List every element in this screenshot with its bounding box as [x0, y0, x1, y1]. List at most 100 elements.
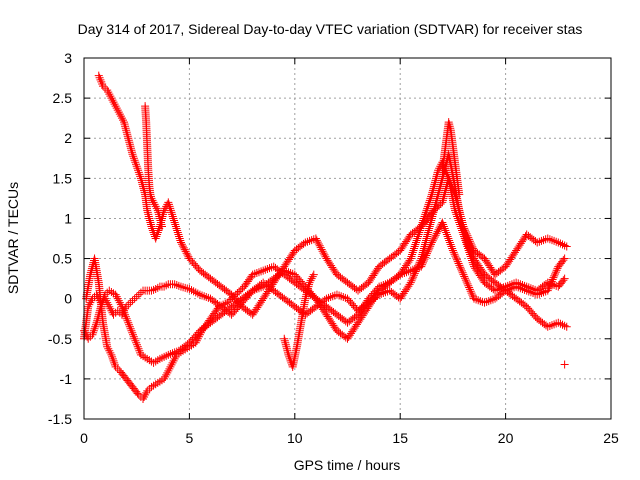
- data-point: [93, 314, 102, 323]
- data-point: [127, 148, 136, 157]
- data-point: [467, 249, 476, 258]
- data-point: [133, 164, 142, 173]
- data-point: [183, 284, 192, 293]
- data-point: [407, 276, 416, 285]
- y-tick-label: 1.5: [53, 170, 73, 186]
- data-point: [456, 263, 465, 272]
- data-point: [133, 342, 142, 351]
- data-point: [560, 254, 569, 263]
- data-point: [454, 259, 463, 268]
- data-point: [122, 126, 131, 135]
- data-point: [410, 242, 419, 251]
- data-point: [560, 360, 569, 369]
- data-point: [305, 236, 314, 245]
- data-point: [315, 241, 324, 250]
- data-point: [113, 364, 122, 373]
- data-point: [204, 293, 213, 302]
- data-point: [457, 265, 466, 274]
- data-point: [518, 285, 527, 294]
- data-point: [101, 290, 110, 299]
- data-point: [451, 206, 460, 215]
- data-point: [91, 320, 100, 329]
- data-point: [98, 298, 107, 307]
- data-point: [143, 354, 152, 363]
- data-point: [95, 73, 104, 82]
- data-point: [121, 310, 130, 319]
- data-point: [404, 267, 413, 276]
- data-point: [457, 224, 466, 233]
- data-point: [422, 234, 431, 243]
- data-point: [88, 330, 97, 339]
- data-point: [134, 344, 143, 353]
- data-point: [99, 294, 108, 303]
- data-point: [87, 296, 96, 305]
- data-point: [149, 358, 158, 367]
- data-point: [164, 198, 173, 207]
- data-point: [425, 196, 434, 205]
- data-point: [263, 264, 272, 273]
- data-point: [171, 220, 180, 229]
- data-point: [442, 168, 451, 177]
- data-point: [439, 220, 448, 229]
- x-tick-label: 10: [287, 430, 303, 446]
- data-point: [408, 248, 417, 257]
- data-point: [444, 234, 453, 243]
- data-point: [424, 200, 433, 209]
- data-point: [398, 269, 407, 278]
- data-point: [118, 304, 127, 313]
- data-point: [122, 314, 131, 323]
- data-point: [488, 295, 497, 304]
- data-point: [173, 228, 182, 237]
- data-point: [337, 292, 346, 301]
- data-point: [94, 310, 103, 319]
- data-point: [394, 271, 403, 280]
- data-point: [422, 249, 431, 258]
- data-point: [550, 271, 559, 280]
- data-point: [179, 243, 188, 252]
- data-point: [543, 322, 552, 331]
- data-point: [187, 286, 196, 295]
- data-point: [104, 88, 113, 97]
- data-point: [235, 287, 244, 296]
- data-point: [562, 322, 571, 331]
- data-point: [155, 212, 164, 221]
- data-point: [416, 224, 425, 233]
- data-point: [514, 283, 523, 292]
- data-point: [143, 208, 152, 217]
- data-point: [424, 228, 433, 237]
- data-point: [166, 350, 175, 359]
- data-point: [141, 353, 150, 362]
- data-point: [137, 178, 146, 187]
- data-point: [168, 358, 177, 367]
- data-point: [306, 276, 315, 285]
- data-point: [420, 255, 429, 264]
- data-point: [543, 286, 552, 295]
- data-point: [135, 170, 144, 179]
- data-point: [124, 136, 133, 145]
- data-point: [429, 206, 438, 215]
- data-point: [467, 289, 476, 298]
- data-point: [119, 306, 128, 315]
- plot-frame: [83, 57, 612, 420]
- data-point: [460, 232, 469, 241]
- data-point: [319, 249, 328, 258]
- data-point: [252, 285, 261, 294]
- data-point: [168, 212, 177, 221]
- data-point: [427, 240, 436, 249]
- data-point: [463, 239, 472, 248]
- data-point: [233, 289, 242, 298]
- data-point: [283, 348, 292, 357]
- data-point: [108, 352, 117, 361]
- data-point: [558, 240, 567, 249]
- data-point: [104, 344, 113, 353]
- data-point: [281, 338, 290, 347]
- data-point: [164, 366, 173, 375]
- data-point: [121, 312, 130, 321]
- data-point: [430, 233, 439, 242]
- data-point: [81, 328, 90, 337]
- data-point: [418, 260, 427, 269]
- data-point: [422, 251, 431, 260]
- data-point: [122, 128, 131, 137]
- data-point: [131, 336, 140, 345]
- x-axis-ticks: 0 5 10 15 20 25: [80, 58, 619, 446]
